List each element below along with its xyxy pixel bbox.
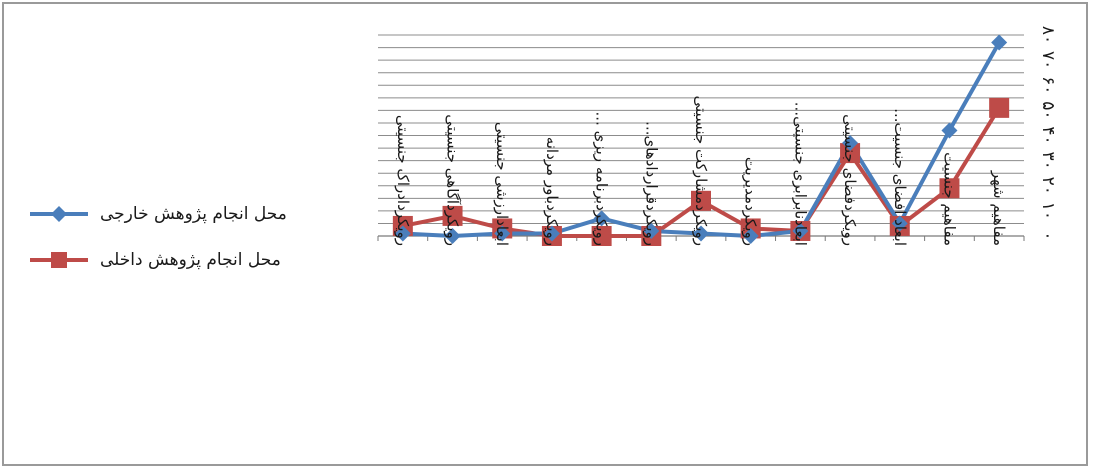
data-point-external	[543, 225, 560, 242]
y-tick-label: ۵۰	[1038, 101, 1058, 119]
y-tick-label: ۶۰	[1038, 76, 1058, 94]
y-tick-label: ۱۰	[1038, 202, 1058, 220]
x-tick-label: رویکردادراک جنسیتی	[394, 115, 412, 246]
data-point-external	[941, 122, 958, 139]
y-tick-label: ۴۰	[1038, 126, 1058, 144]
x-tick-label: رویکردآگاهی جنسیتی	[444, 114, 462, 246]
legend-entry-internal: محل انجام پژوهش داخلی	[30, 246, 350, 274]
x-tick-label: رویکردقراردادهای...	[642, 121, 660, 246]
data-point-external	[842, 135, 859, 152]
data-point-external	[891, 215, 908, 232]
x-tick-label: ابعادنابرابری جنسیتی...	[791, 102, 809, 246]
data-point-internal	[989, 97, 1010, 118]
legend-label-internal: محل انجام پژوهش داخلی	[100, 250, 281, 270]
data-point-internal	[939, 178, 960, 199]
x-tick-label: رویکردمدیریت	[742, 157, 760, 246]
data-point-internal	[691, 190, 711, 211]
x-tick-label: رویکردباور مردانه	[543, 137, 561, 246]
data-point-external	[394, 225, 411, 242]
square-marker-icon	[30, 252, 88, 268]
x-tick-label: ابعادارزشی جنسیتی	[493, 122, 511, 246]
legend-label-external: محل انجام پژوهش خارجی	[100, 204, 287, 224]
data-point-external	[494, 225, 511, 242]
data-point-external	[444, 228, 461, 244]
x-tick-label: رویکردفضای جنسیتی	[841, 114, 859, 246]
x-tick-label: مفاهیم شهر	[990, 170, 1008, 246]
data-point-external	[742, 228, 759, 244]
y-tick-label: ۸۰	[1038, 26, 1058, 44]
y-tick-label: ۲۰	[1038, 177, 1058, 195]
x-tick-label: رویکردبرنامه ریزی ...	[593, 112, 611, 246]
y-tick-label: ۰	[1038, 231, 1058, 240]
data-point-internal	[442, 205, 463, 226]
series-lines	[392, 34, 1010, 246]
legend-entry-external: محل انجام پژوهش خارجی	[30, 200, 350, 228]
data-point-external	[643, 222, 660, 239]
data-point-internal	[591, 226, 612, 246]
y-tick-label: ۷۰	[1038, 51, 1058, 69]
data-point-internal	[840, 143, 861, 164]
data-point-external	[991, 34, 1008, 51]
diamond-marker-icon	[30, 206, 88, 222]
x-tick-label: مفاهیم جنسیت	[940, 152, 958, 246]
x-tick-label: ابعاد افضای جنسیت...	[891, 108, 909, 246]
x-axis-labels: رویکردادراک جنسیتی رویکردآگاهی جنسیتی ابعا…	[394, 95, 1008, 246]
x-tick-label: رویکردمشارکت جنسیتی	[692, 95, 710, 246]
data-point-external	[792, 222, 809, 239]
data-point-external	[693, 225, 709, 242]
data-point-external	[593, 210, 610, 227]
chart-legend: محل انجام پژوهش خارجی محل انجام پژوهش دا…	[30, 200, 350, 292]
y-axis-ticks: ۰ ۱۰ ۲۰ ۳۰ ۴۰ ۵۰ ۶۰ ۷۰ ۸۰	[1038, 26, 1058, 241]
y-tick-label: ۳۰	[1038, 151, 1058, 169]
